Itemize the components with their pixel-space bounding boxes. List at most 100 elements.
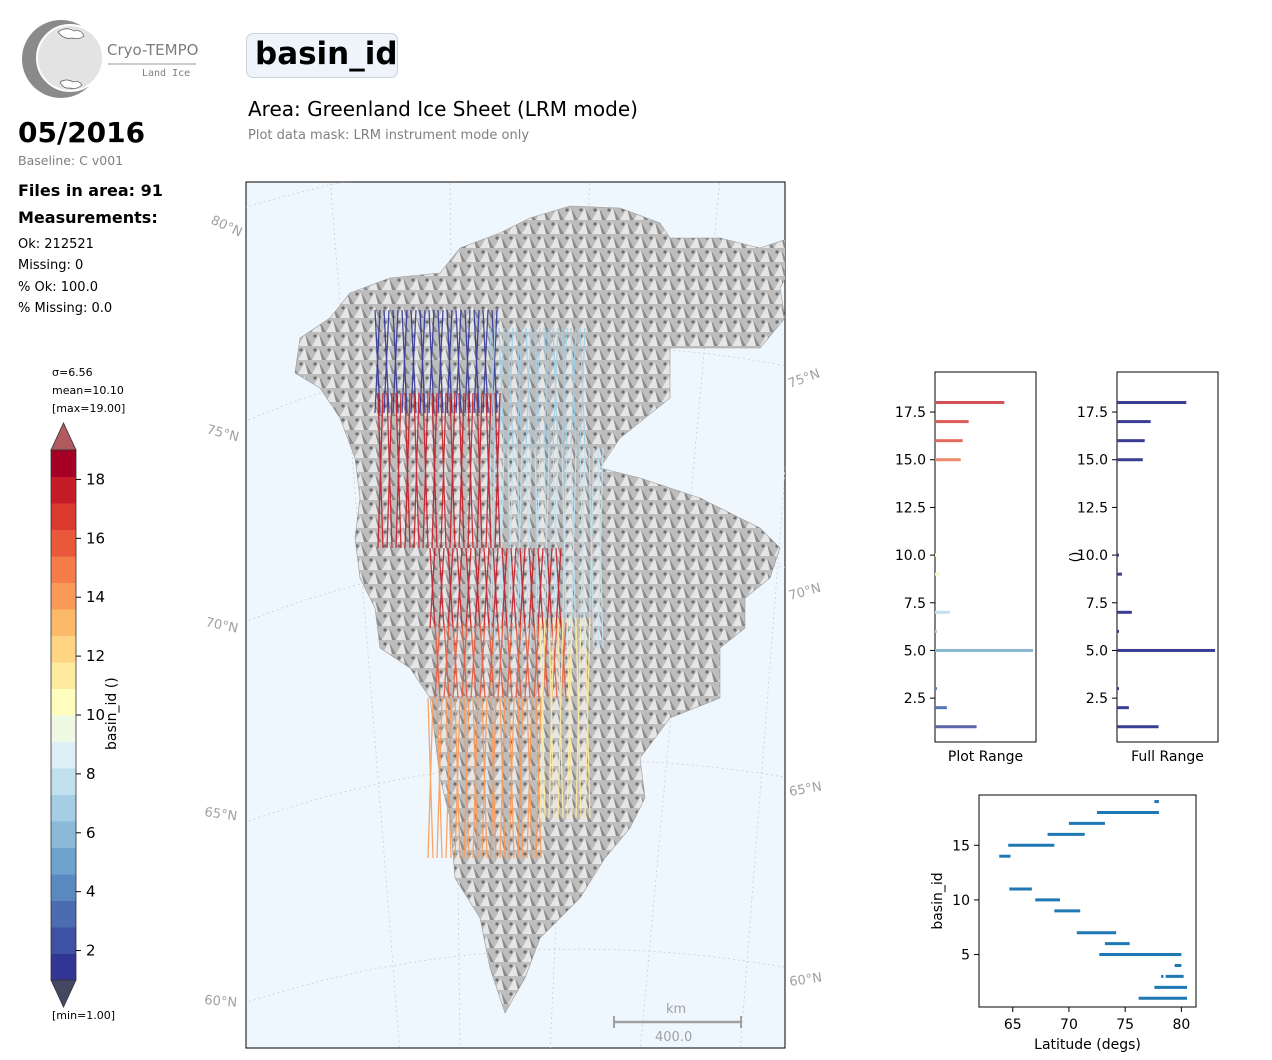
hist-ytick-label: 17.5 xyxy=(1077,405,1108,421)
colorbar-over-arrow xyxy=(50,422,77,451)
hist-bar xyxy=(935,553,937,557)
hist-frame xyxy=(1116,371,1219,743)
hist-bar xyxy=(935,648,1034,652)
greenland-landmass xyxy=(294,205,785,1014)
colorbar-swatch xyxy=(51,741,76,769)
area-title: Area: Greenland Ice Sheet (LRM mode) xyxy=(248,97,638,121)
colorbar-swatch xyxy=(51,635,76,663)
hist-ytick-label: 7.5 xyxy=(1086,596,1108,612)
colorbar: 2 4 6 8 10 12 14 16 18 xyxy=(50,422,105,1008)
colorbar-swatch xyxy=(51,847,76,875)
colorbar-max: [max=19.00] xyxy=(52,402,126,415)
lat-label-70n-left: 70°N xyxy=(204,615,239,636)
stat-percent-missing: % Missing: 0.0 xyxy=(18,301,113,316)
track-group xyxy=(489,447,604,649)
track-group xyxy=(429,547,562,629)
colorbar-swatch xyxy=(51,556,76,583)
hist-bar xyxy=(1117,439,1145,443)
colorbar-swatch xyxy=(51,874,76,901)
colorbar-swatch xyxy=(51,503,76,530)
hist-bar xyxy=(935,629,937,633)
scatter-ytick-label: 5 xyxy=(961,948,970,964)
scatter-xtick-label: 80 xyxy=(1172,1017,1190,1033)
track-group xyxy=(489,327,586,449)
hist-bar xyxy=(935,687,937,691)
colorbar-tick-label: 12 xyxy=(86,647,105,665)
colorbar-swatch xyxy=(51,953,76,981)
hist-ytick-label: 17.5 xyxy=(895,405,926,421)
colorbar-swatch xyxy=(51,662,76,689)
stat-ok: Ok: 212521 xyxy=(18,237,94,252)
hist-ytick-label: 5.0 xyxy=(904,643,926,659)
files-count: Files in area: 91 xyxy=(18,181,163,200)
scatter-xtick-label: 70 xyxy=(1060,1017,1078,1033)
lat-label-70n-right: 70°N xyxy=(787,581,823,604)
colorbar-tick-label: 10 xyxy=(86,706,105,724)
scale-bar-value: 400.0 xyxy=(655,1030,692,1045)
colorbar-swatch xyxy=(51,927,76,954)
hist-bar xyxy=(935,458,961,462)
hist-ytick-label: 10.0 xyxy=(1077,548,1108,564)
lat-label-60n-left: 60°N xyxy=(204,993,238,1011)
hist-bar xyxy=(935,706,947,710)
hist-bar xyxy=(1117,706,1129,710)
logo-subtitle: Land Ice xyxy=(142,68,191,79)
track-group xyxy=(374,309,498,414)
latitude-scatter-plot: 65 70 75 80 5 10 15 Latitude (degs) basin_id xyxy=(930,794,1197,1053)
colorbar-sigma: σ=6.56 xyxy=(52,366,93,379)
hist-ytick-label: 15.0 xyxy=(895,453,926,469)
hist-bar xyxy=(1117,610,1132,614)
scatter-frame xyxy=(978,794,1197,1008)
track-group xyxy=(434,622,567,699)
colorbar-swatch xyxy=(51,821,76,848)
colorbar-swatch xyxy=(51,768,76,795)
cryo-tempo-logo xyxy=(22,20,196,98)
measurements-label: Measurements: xyxy=(18,208,158,227)
hist-ytick-label: 2.5 xyxy=(1086,691,1108,707)
hist-ytick-label: 15.0 xyxy=(1077,453,1108,469)
colorbar-swatch xyxy=(51,715,76,742)
track-group xyxy=(427,697,542,859)
hist-ytick-label: 5.0 xyxy=(1086,643,1108,659)
lat-label-75n-right: 75°N xyxy=(786,366,822,391)
parameter-title-box xyxy=(246,33,398,78)
hist-ytick-label: 12.5 xyxy=(895,500,926,516)
hist-bar xyxy=(1117,648,1216,652)
hist-bar xyxy=(1117,687,1119,691)
lat-label-60n-right: 60°N xyxy=(788,971,823,990)
hist-bar xyxy=(1117,725,1159,729)
greenland-map: 80°N 75°N 70°N 65°N 60°N 75°N 70°N 65°N … xyxy=(203,181,823,1049)
scatter-xtick-label: 75 xyxy=(1116,1017,1134,1033)
colorbar-swatch xyxy=(51,450,76,477)
scatter-xtick-label: 65 xyxy=(1004,1017,1022,1033)
hist-ytick-label: 12.5 xyxy=(1077,500,1108,516)
hist-bar xyxy=(935,572,940,576)
hist-ytick-label: 7.5 xyxy=(904,596,926,612)
hist-bar xyxy=(1117,458,1143,462)
hist-bar xyxy=(1117,401,1187,405)
scatter-ylabel: basin_id xyxy=(930,872,946,929)
colorbar-tick-label: 6 xyxy=(86,824,96,842)
histogram-plot-range: 2.5 5.0 7.5 10.0 12.5 15.0 17.5 Plot Range xyxy=(895,371,1037,765)
track-group xyxy=(539,617,591,819)
colorbar-label: basin_id () xyxy=(104,677,120,750)
date-heading: 05/2016 xyxy=(18,116,146,149)
hist-frame xyxy=(934,371,1037,743)
lat-label-65n-left: 65°N xyxy=(203,805,238,824)
scatter-xlabel: Latitude (degs) xyxy=(1034,1037,1141,1053)
colorbar-mean: mean=10.10 xyxy=(52,384,124,397)
colorbar-tick-label: 18 xyxy=(86,470,105,488)
parameter-title: basin_id xyxy=(255,36,398,72)
colorbar-swatch xyxy=(51,688,76,716)
hist-bar xyxy=(935,401,1005,405)
colorbar-swatch xyxy=(51,900,76,928)
lat-label-75n-left: 75°N xyxy=(205,422,241,445)
hist-ylabel: () xyxy=(1068,552,1084,563)
scale-bar: km 400.0 xyxy=(613,1002,742,1045)
stat-percent-ok: % Ok: 100.0 xyxy=(18,280,98,295)
track-group xyxy=(377,392,501,549)
colorbar-tick-label: 8 xyxy=(86,765,96,783)
colorbar-under-arrow xyxy=(50,979,77,1008)
colorbar-swatch xyxy=(51,794,76,822)
hist-bar xyxy=(1117,629,1119,633)
